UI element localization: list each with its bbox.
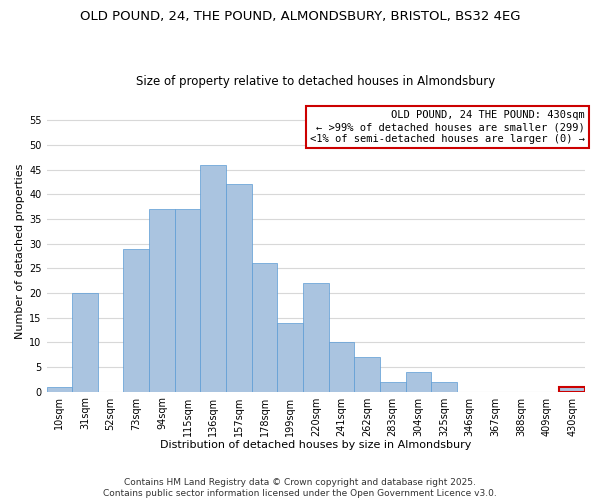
Bar (72, 293, 98, 392)
Text: OLD POUND, 24, THE POUND, ALMONDSBURY, BRISTOL, BS32 4EG: OLD POUND, 24, THE POUND, ALMONDSBURY, B… (80, 10, 520, 23)
Y-axis label: Number of detached properties: Number of detached properties (15, 164, 25, 338)
Bar (406, 372, 431, 392)
Text: Contains HM Land Registry data © Crown copyright and database right 2025.
Contai: Contains HM Land Registry data © Crown c… (103, 478, 497, 498)
Bar (226, 184, 251, 392)
Text: OLD POUND, 24 THE POUND: 430sqm
← >99% of detached houses are smaller (299)
<1% : OLD POUND, 24 THE POUND: 430sqm ← >99% o… (310, 110, 585, 144)
Bar (200, 164, 226, 392)
Bar (47, 386, 72, 392)
Bar (124, 248, 149, 392)
Bar (559, 386, 585, 392)
Bar (354, 357, 380, 392)
Title: Size of property relative to detached houses in Almondsbury: Size of property relative to detached ho… (136, 76, 496, 88)
Bar (329, 342, 354, 392)
X-axis label: Distribution of detached houses by size in Almondsbury: Distribution of detached houses by size … (160, 440, 472, 450)
Bar (175, 209, 200, 392)
Bar (380, 382, 406, 392)
Bar (149, 209, 175, 392)
Bar (251, 264, 277, 392)
Bar (431, 382, 457, 392)
Bar (277, 322, 303, 392)
Bar (303, 283, 329, 392)
